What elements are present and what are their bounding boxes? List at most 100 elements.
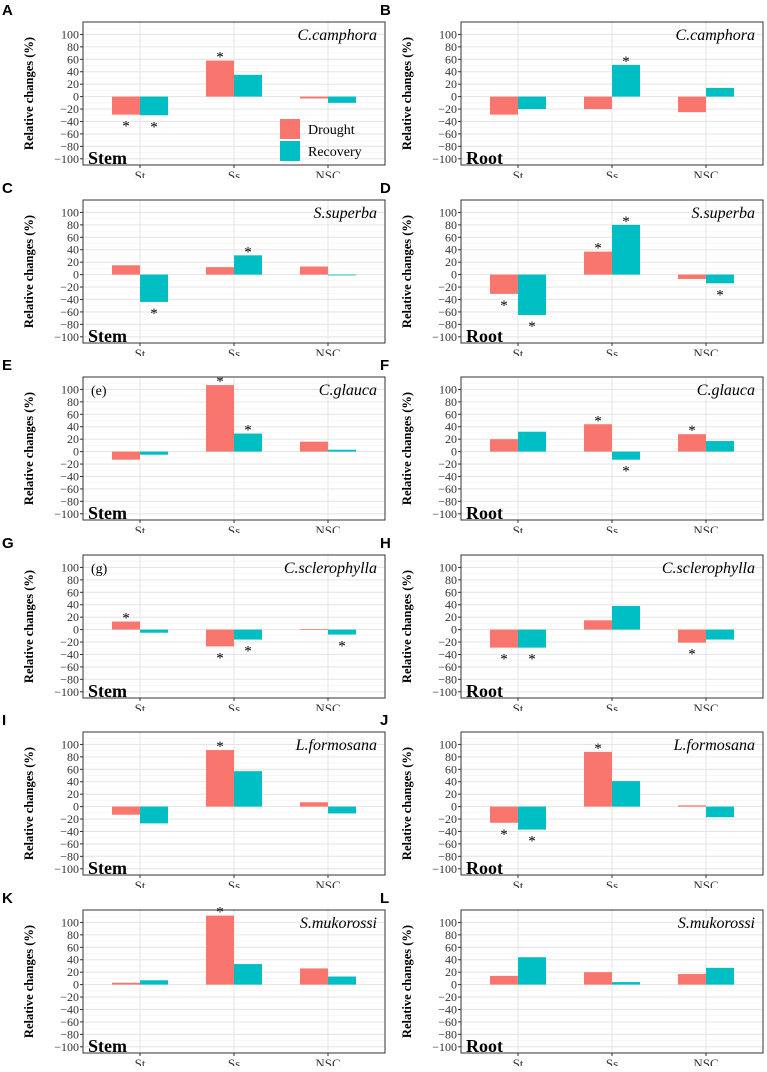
y-tick-label: −60 xyxy=(60,837,79,851)
significance-star: * xyxy=(216,50,224,66)
panel-G: G 100 80 60 40 20 0 −20 −40 −60 −80 −100 Relative ch… xyxy=(0,533,386,711)
y-tick-label: −20 xyxy=(438,280,457,294)
x-tick-label: Ss xyxy=(606,346,618,356)
panel-F: F 100 80 60 40 20 0 −20 −40 −60 −80 −100 Relative ch… xyxy=(378,355,764,533)
x-tick-label: St xyxy=(513,1056,524,1066)
y-tick-label: 40 xyxy=(67,242,79,256)
panel-L: L 100 80 60 40 20 0 −20 −40 −60 −80 −100 Relative ch… xyxy=(378,888,764,1066)
drought-bar xyxy=(584,971,612,985)
recovery-bar xyxy=(140,451,168,455)
y-tick-label: 80 xyxy=(445,40,457,54)
x-tick-label: Ss xyxy=(228,878,240,888)
drought-bar xyxy=(206,629,234,646)
y-tick-label: 0 xyxy=(73,267,79,281)
y-tick-label: −60 xyxy=(438,1014,457,1028)
y-tick-label: 0 xyxy=(73,90,79,104)
plot-border xyxy=(460,21,764,166)
y-tick-label: −80 xyxy=(438,1027,457,1041)
panel-letter: G xyxy=(2,534,14,552)
drought-bar xyxy=(206,750,234,807)
significance-star: * xyxy=(216,904,224,920)
organ-label: Stem xyxy=(88,858,127,878)
drought-bar xyxy=(678,805,706,807)
x-tick-label: St xyxy=(135,168,146,178)
y-tick-label: −80 xyxy=(60,317,79,331)
y-tick-label: 40 xyxy=(445,775,457,789)
legend-swatch-recovery xyxy=(280,141,300,161)
y-tick-label: −80 xyxy=(438,672,457,686)
species-label: C.sclerophylla xyxy=(284,560,377,577)
y-tick-label: 100 xyxy=(439,382,457,396)
y-tick-label: −60 xyxy=(60,482,79,496)
recovery-bar xyxy=(612,605,640,630)
y-tick-label: −20 xyxy=(438,457,457,471)
drought-bar xyxy=(112,621,140,630)
y-tick-label: 80 xyxy=(445,572,457,586)
drought-bar xyxy=(112,264,140,275)
significance-star: * xyxy=(122,610,130,626)
drought-bar xyxy=(112,982,140,985)
panel-letter: B xyxy=(380,2,391,19)
y-tick-label: 40 xyxy=(445,952,457,966)
organ-label: Root xyxy=(466,858,503,878)
recovery-bar xyxy=(140,979,168,985)
significance-star: * xyxy=(688,423,696,439)
y-tick-label: 0 xyxy=(451,445,457,459)
recovery-bar xyxy=(234,771,262,807)
y-tick-label: −80 xyxy=(438,139,457,153)
x-tick-label: Ss xyxy=(606,878,618,888)
panel-tag: (e) xyxy=(91,384,107,399)
plot-border xyxy=(460,554,764,698)
recovery-bar xyxy=(328,274,356,275)
organ-label: Stem xyxy=(88,1036,127,1056)
y-tick-label: −40 xyxy=(438,647,457,661)
y-tick-label: −60 xyxy=(60,127,79,141)
y-tick-label: 0 xyxy=(451,267,457,281)
y-tick-label: 20 xyxy=(67,255,79,269)
y-tick-label: −80 xyxy=(438,494,457,508)
significance-star: * xyxy=(622,213,630,229)
x-tick-label: NSC xyxy=(315,523,340,533)
x-tick-label: St xyxy=(135,523,146,533)
x-tick-label: Ss xyxy=(606,168,618,178)
drought-bar xyxy=(584,424,612,452)
significance-star: * xyxy=(622,464,630,480)
y-tick-label: 20 xyxy=(67,432,79,446)
x-tick-label: St xyxy=(513,168,524,178)
y-axis-label: Relative changes (%) xyxy=(22,37,36,150)
y-tick-label: −40 xyxy=(60,1002,79,1016)
drought-bar xyxy=(678,434,706,452)
species-label: S.mukorossi xyxy=(678,915,755,932)
panel-K: K 100 80 60 40 20 0 −20 −40 −60 −80 −100 Relative ch… xyxy=(0,888,386,1066)
y-tick-label: 60 xyxy=(67,407,79,421)
organ-label: Stem xyxy=(88,681,127,701)
recovery-bar xyxy=(612,981,640,985)
organ-label: Stem xyxy=(88,503,127,523)
panel-letter: L xyxy=(380,889,390,907)
plot-border xyxy=(82,21,386,166)
drought-bar xyxy=(678,629,706,643)
plot-border xyxy=(82,909,386,1053)
y-tick-label: −20 xyxy=(438,812,457,826)
y-tick-label: −60 xyxy=(438,659,457,673)
y-tick-label: 40 xyxy=(67,597,79,611)
y-tick-label: 100 xyxy=(61,382,79,396)
y-tick-label: −40 xyxy=(438,114,457,128)
y-tick-label: 100 xyxy=(61,737,79,751)
y-tick-label: 40 xyxy=(445,242,457,256)
drought-bar xyxy=(584,251,612,275)
significance-star: * xyxy=(500,297,508,313)
y-tick-label: 80 xyxy=(67,572,79,586)
y-axis-label: Relative changes (%) xyxy=(22,569,36,682)
drought-bar xyxy=(112,806,140,815)
plot-border xyxy=(460,909,764,1053)
y-tick-label: −40 xyxy=(60,114,79,128)
y-tick-label: 60 xyxy=(67,940,79,954)
y-tick-label: −40 xyxy=(438,292,457,306)
legend-label-recovery: Recovery xyxy=(308,145,362,160)
y-tick-label: 80 xyxy=(67,927,79,941)
y-tick-label: 0 xyxy=(73,800,79,814)
